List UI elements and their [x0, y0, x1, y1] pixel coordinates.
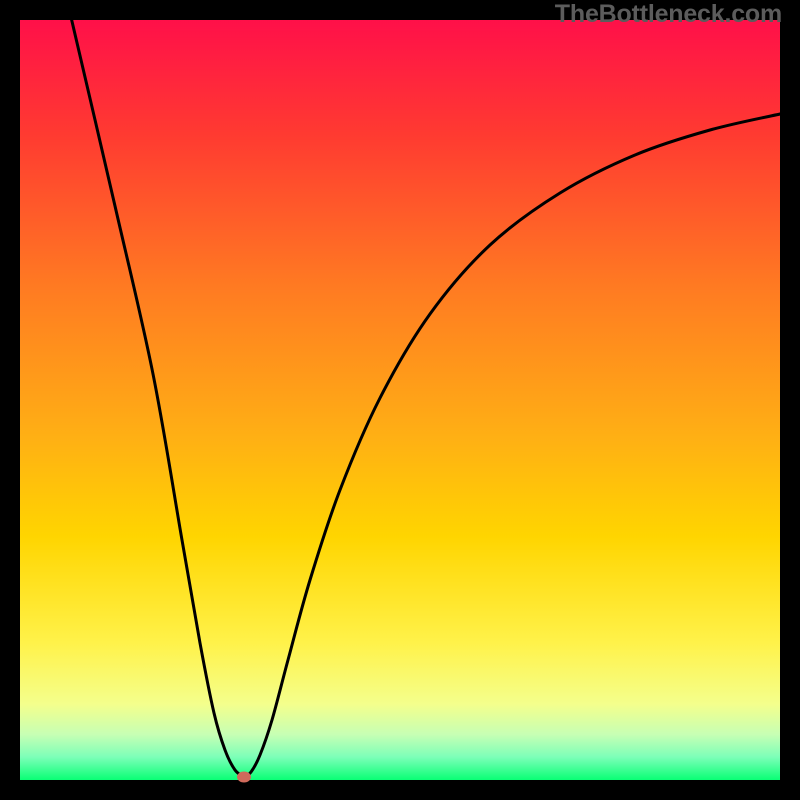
- plot-area: [20, 20, 780, 780]
- trough-marker: [237, 772, 251, 783]
- curve-left-branch: [67, 0, 244, 777]
- chart-canvas: TheBottleneck.com: [0, 0, 800, 800]
- curve-right-branch: [244, 114, 780, 777]
- attribution-label: TheBottleneck.com: [555, 0, 782, 29]
- curve-svg: [20, 20, 780, 780]
